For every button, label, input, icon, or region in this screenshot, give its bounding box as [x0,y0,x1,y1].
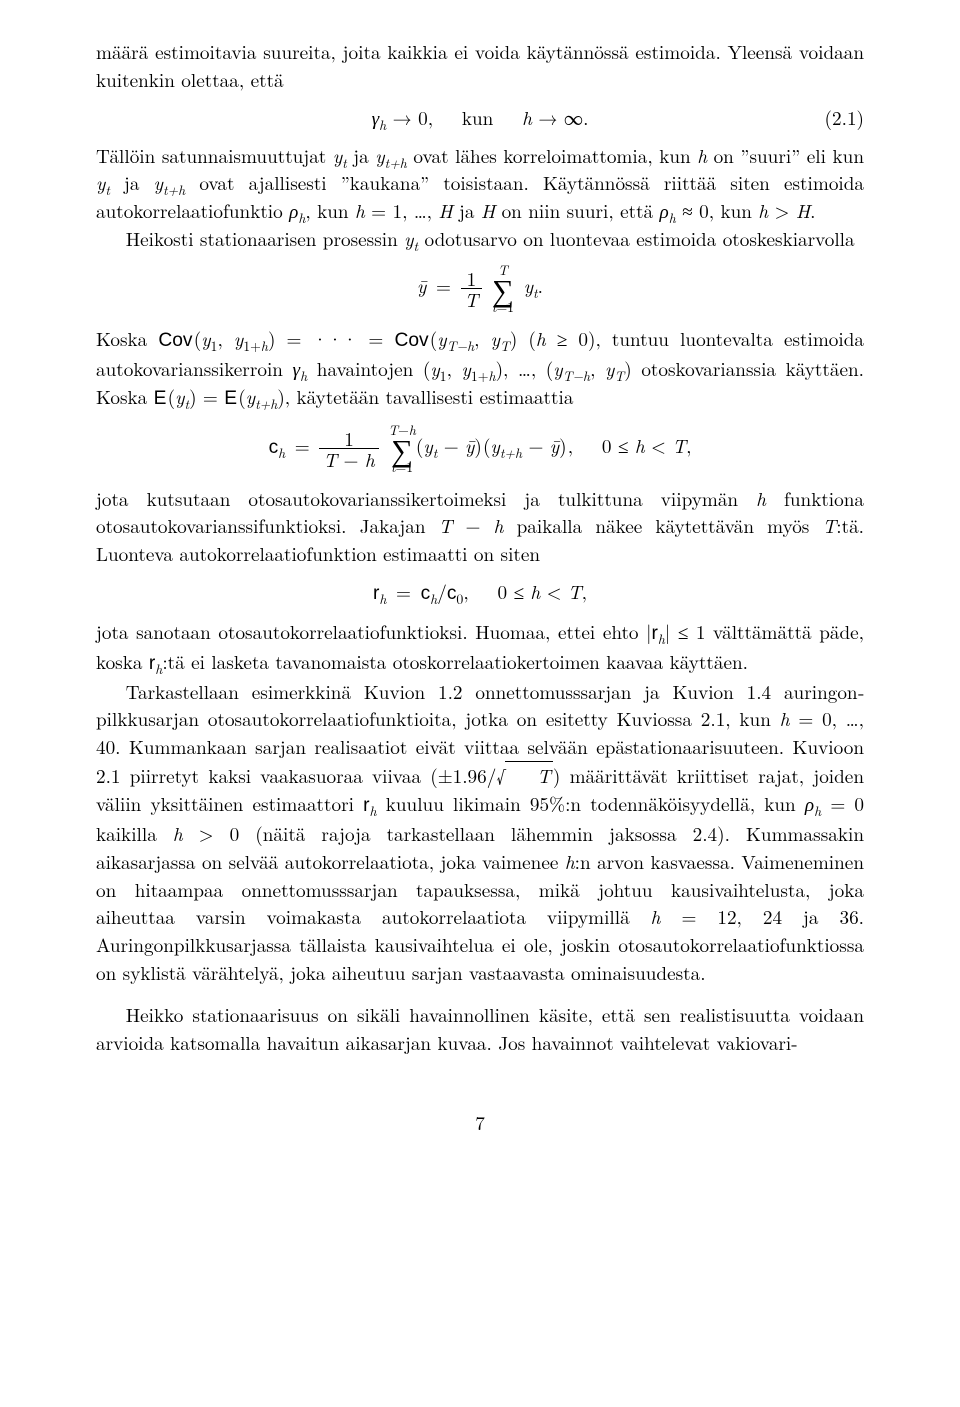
paragraph-7: Tarkastellaan esimerkkinä Kuvion 1.2 onn… [96,678,864,987]
equation-body: ch = 1T − h T−h∑t=1(yt − ȳ) (yt+h − ȳ) ,… [269,431,692,459]
equation-body: rh = ch/c0, 0 ≤ h < T, [373,577,587,605]
paragraph-5: jota kutsutaan otosautokovarianssikertoi… [96,485,864,569]
paragraph-8: Heikko stationaarisuus on sikäli havainn… [96,1001,864,1057]
equation-number: (2.1) [825,104,864,132]
equation-ch: ch = 1T − h T−h∑t=1(yt − ȳ) (yt+h − ȳ) ,… [96,423,864,475]
page-number: 7 [96,1109,864,1137]
page-container: määrä estimoitavia suureita, joita kaikk… [0,0,960,1407]
paragraph-3: Heikosti stationaarisen prosessin yt odo… [96,225,864,253]
equation-body: ȳ = 1T T∑t=1 yt. [417,271,543,299]
paragraph-2: Tällöin satunnaismuuttujat yt ja yt+h ov… [96,142,864,226]
equation-mean: ȳ = 1T T∑t=1 yt. [96,263,864,315]
paragraph-6: jota sanotaan otosautokorrelaatiofunktio… [96,618,864,678]
equation-body: γh → 0, kun h → ∞. [372,103,589,131]
paragraph-1a: määrä estimoitavia suureita, joita kaikk… [96,38,864,94]
equation-2-1: γh → 0, kun h → ∞. (2.1) [96,104,864,132]
paragraph-4: Koska Cov (y1, y1+h) = ··· = Cov (yT−h, … [96,325,864,413]
equation-rh: rh = ch/c0, 0 ≤ h < T, [96,578,864,608]
